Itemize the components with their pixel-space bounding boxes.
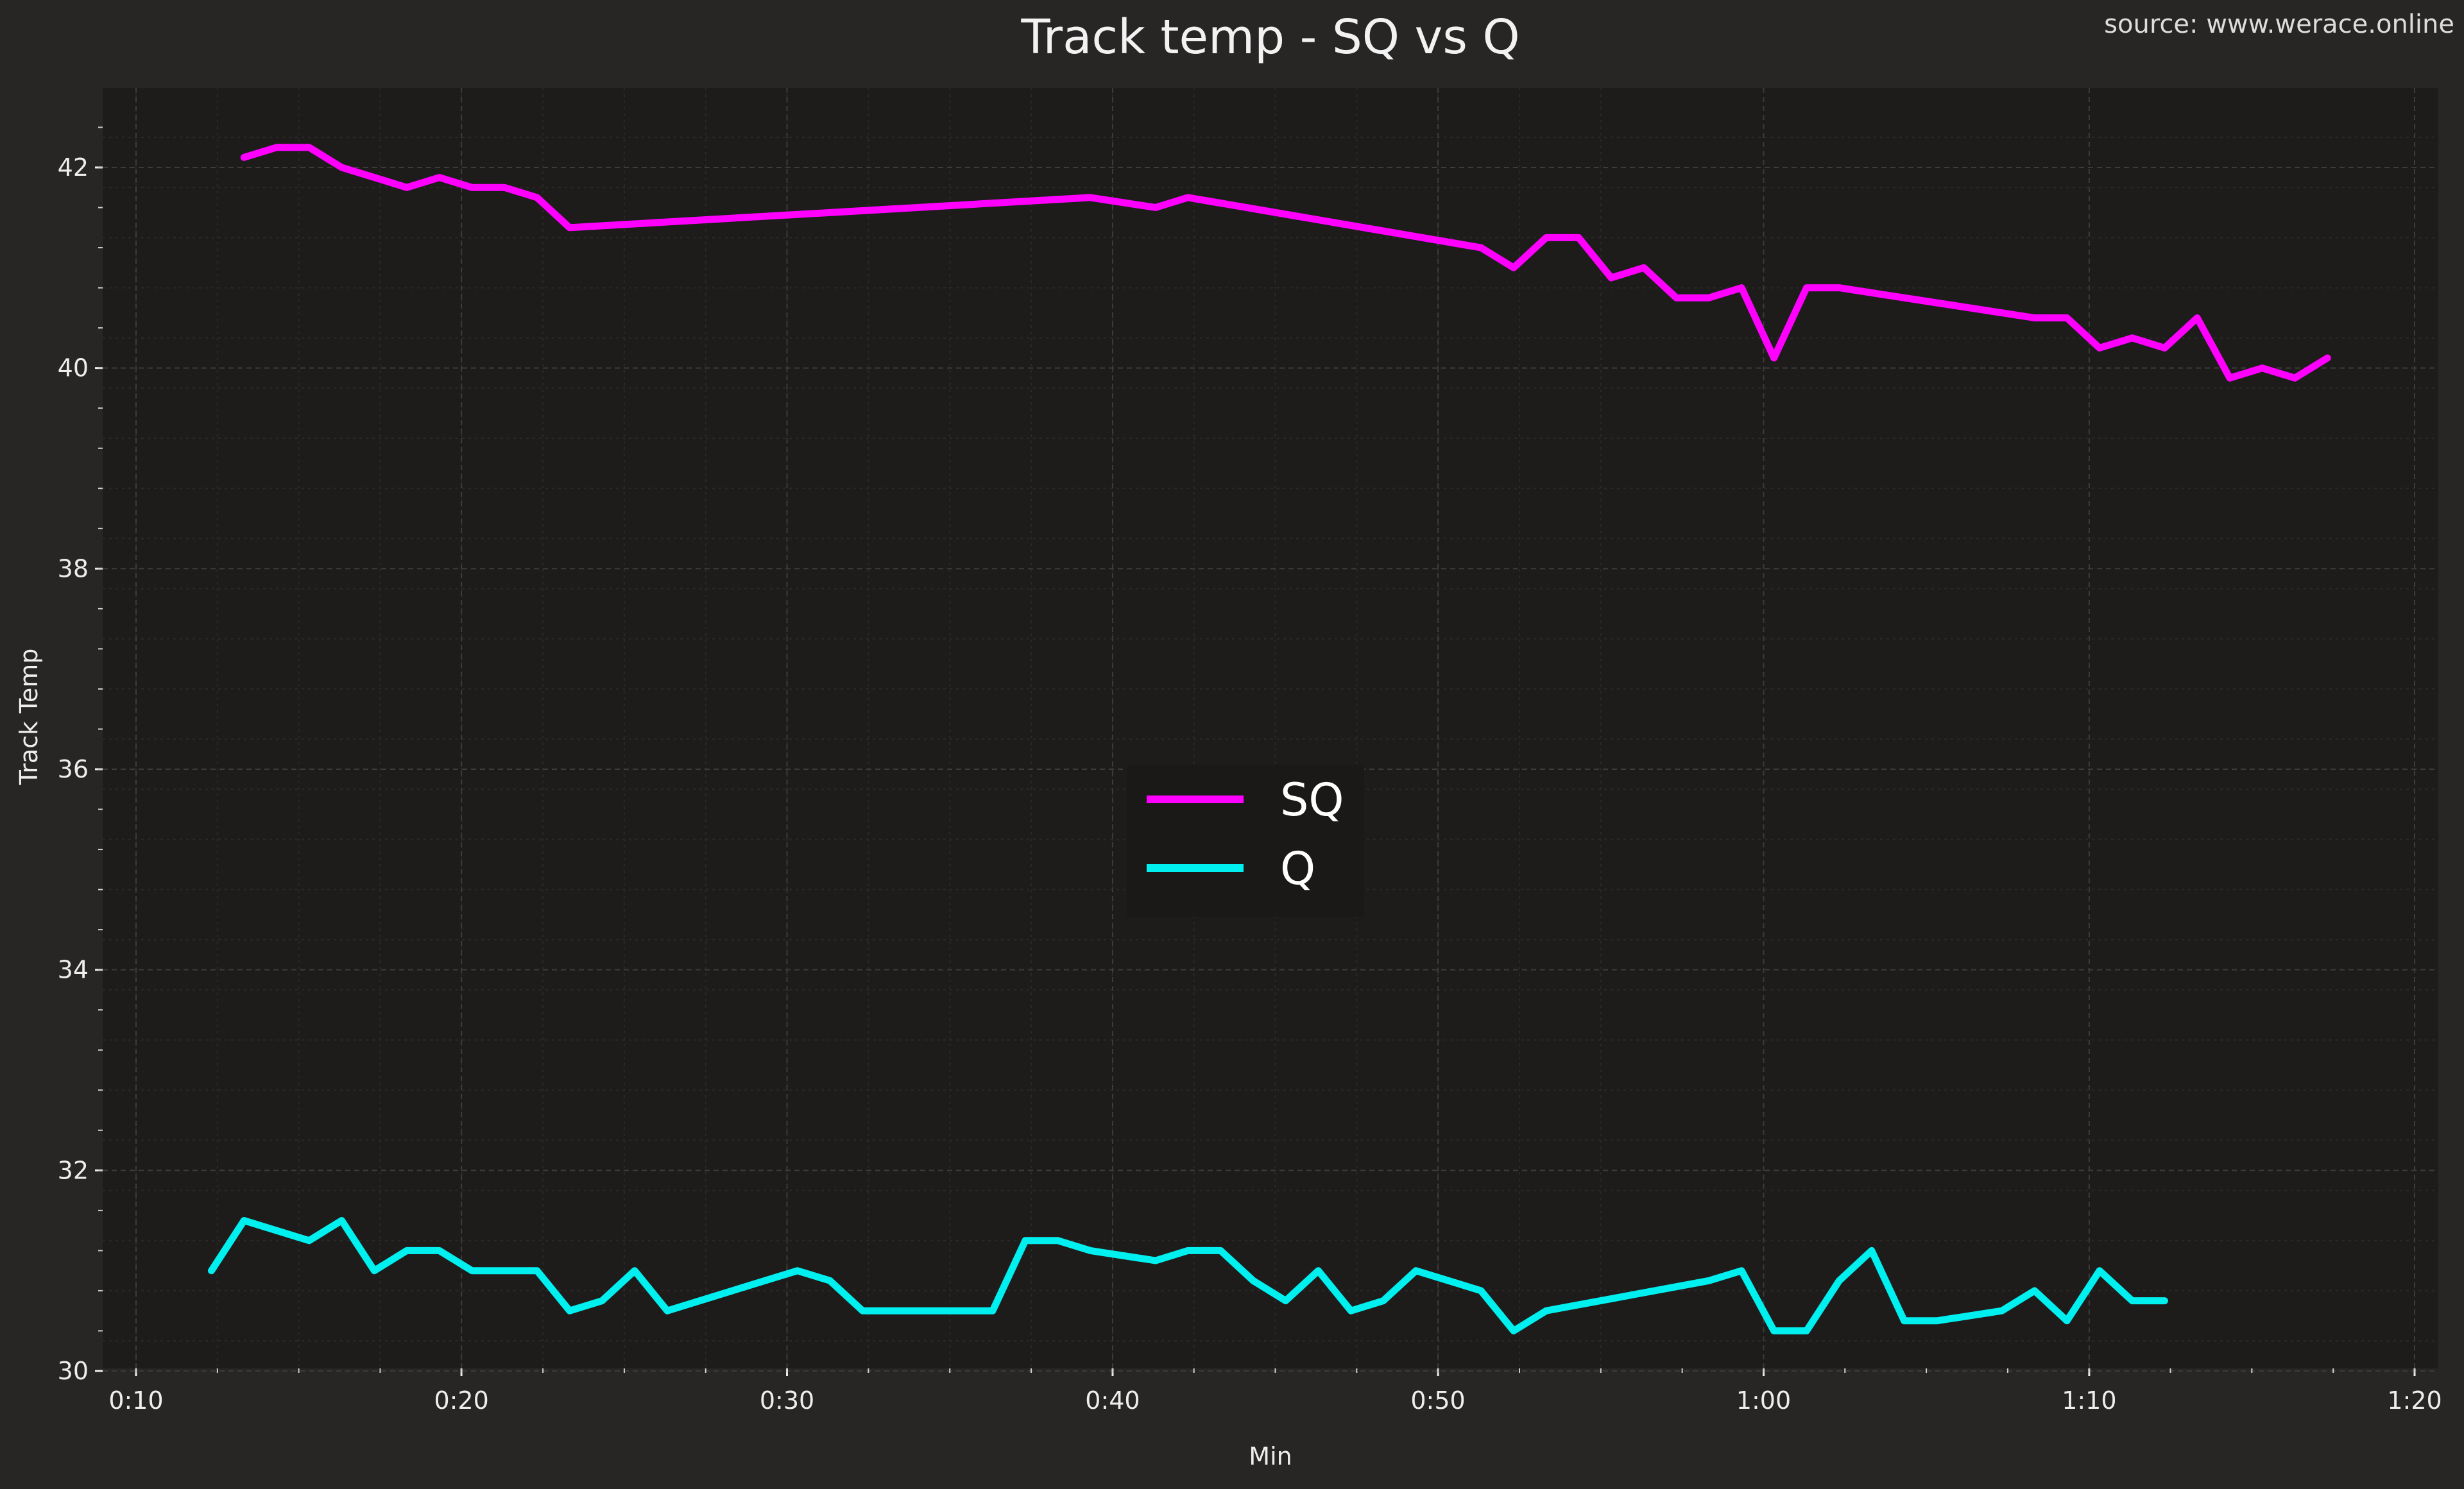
y-tick-label: 42 [58, 153, 89, 182]
legend: SQ Q [1127, 765, 1364, 917]
source-credit: source: www.werace.online [2104, 10, 2454, 39]
axes: 0:10 0:20 0:30 0:40 0:50 1:00 1:10 1:20 30 32 34 36… [58, 126, 2442, 1415]
y-tick-label: 34 [58, 956, 89, 984]
x-tick-label: 1:10 [2062, 1386, 2116, 1415]
y-tick-label: 30 [58, 1357, 89, 1385]
y-tick-label: 32 [58, 1156, 89, 1184]
x-tick-label: 1:00 [1736, 1386, 1791, 1415]
y-axis-label: Track Temp [15, 649, 43, 786]
x-tick-label: 0:40 [1085, 1386, 1140, 1415]
series-layer [208, 144, 2331, 1334]
legend-label-sq: SQ [1280, 774, 1344, 826]
plot-area [103, 88, 2438, 1368]
y-tick-label: 38 [58, 554, 89, 583]
x-tick-label: 0:10 [108, 1386, 163, 1415]
y-tick-label: 40 [58, 354, 89, 382]
x-tick-label: 0:20 [434, 1386, 488, 1415]
x-tick-label: 0:30 [760, 1386, 814, 1415]
x-axis-label: Min [1249, 1442, 1292, 1470]
legend-label-q: Q [1280, 842, 1315, 895]
series-line-q [208, 1217, 2168, 1334]
x-tick-label: 1:20 [2387, 1386, 2442, 1415]
legend-box [1127, 765, 1364, 917]
chart-title: Track temp - SQ vs Q [1020, 10, 1519, 65]
y-tick-label: 36 [58, 755, 89, 783]
x-tick-label: 0:50 [1410, 1386, 1465, 1415]
series-line-sq [240, 144, 2331, 382]
